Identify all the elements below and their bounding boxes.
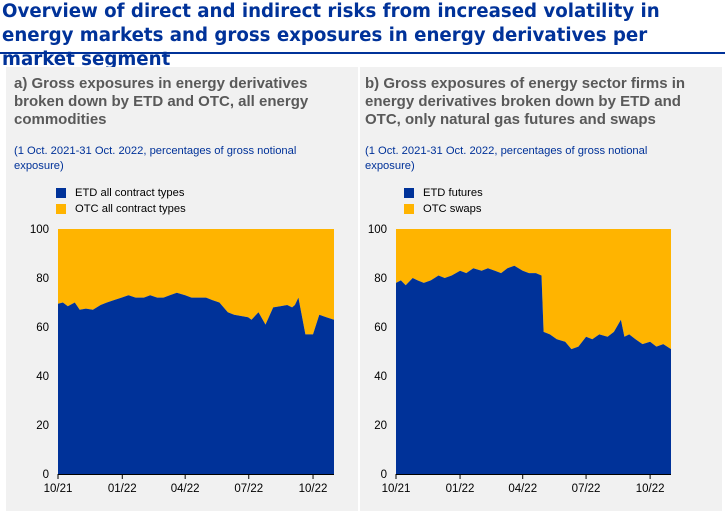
legend-swatch-etd bbox=[56, 188, 66, 198]
chart-a-ytick-label: 60 bbox=[36, 322, 49, 334]
chart-b-ytick-label: 20 bbox=[374, 420, 387, 432]
chart-b-xtick-label: 10/21 bbox=[382, 483, 411, 495]
legend-swatch-etd-futures bbox=[404, 188, 414, 198]
chart-b-subtitle: (1 Oct. 2021-31 Oct. 2022, percentages o… bbox=[365, 145, 648, 172]
page-title: Overview of direct and indirect risks fr… bbox=[2, 1, 660, 70]
legend-swatch-otc bbox=[56, 204, 66, 214]
chart-b-ytick-label: 0 bbox=[381, 469, 387, 481]
chart-a-ytick-label: 0 bbox=[43, 469, 49, 481]
chart-a-ytick-label: 100 bbox=[30, 224, 49, 236]
legend-label-otc: OTC all contract types bbox=[75, 203, 186, 215]
chart-a-ytick-label: 80 bbox=[36, 273, 49, 285]
chart-b-xtick-label: 07/22 bbox=[572, 483, 601, 495]
chart-a-plot: 0 20 40 60 80 100 10/21 01/22 04/22 07/22 10/22 bbox=[30, 224, 334, 495]
chart-b-xtick-label: 10/22 bbox=[636, 483, 665, 495]
chart-a-xtick-label: 01/22 bbox=[108, 483, 137, 495]
chart-a-legend: ETD all contract types OTC all contract … bbox=[56, 185, 186, 217]
legend-label-etd-futures: ETD futures bbox=[423, 187, 483, 199]
chart-a-xtick-label: 04/22 bbox=[171, 483, 200, 495]
chart-a-title: a) Gross exposures in energy derivatives… bbox=[14, 75, 309, 128]
chart-a-series-otc-area bbox=[58, 229, 334, 335]
chart-a-series-etd-area bbox=[58, 292, 334, 474]
chart-a-xtick-label: 10/22 bbox=[299, 483, 328, 495]
chart-b-series-etd-area bbox=[396, 265, 671, 474]
title-divider bbox=[0, 52, 725, 54]
legend-label-otc-swaps: OTC swaps bbox=[423, 203, 482, 215]
chart-b-ytick-label: 40 bbox=[374, 371, 387, 383]
chart-b-title: b) Gross exposures of energy sector firm… bbox=[365, 75, 686, 128]
chart-a-ytick-label: 20 bbox=[36, 420, 49, 432]
chart-a-ytick-label: 40 bbox=[36, 371, 49, 383]
chart-panel-b: b) Gross exposures of energy sector firm… bbox=[360, 67, 722, 511]
legend-item-otc-swaps: OTC swaps bbox=[404, 201, 483, 217]
chart-b-ytick-label: 60 bbox=[374, 322, 387, 334]
chart-a-xtick-label: 07/22 bbox=[234, 483, 263, 495]
legend-swatch-otc-swaps bbox=[404, 204, 414, 214]
chart-a-xtick-label: 10/21 bbox=[44, 483, 73, 495]
chart-b-ytick-label: 100 bbox=[368, 224, 387, 236]
chart-b-legend: ETD futures OTC swaps bbox=[404, 185, 483, 217]
chart-b-xtick-label: 01/22 bbox=[446, 483, 475, 495]
legend-item-etd-futures: ETD futures bbox=[404, 185, 483, 201]
legend-item-etd: ETD all contract types bbox=[56, 185, 186, 201]
chart-panel-a: a) Gross exposures in energy derivatives… bbox=[6, 67, 358, 511]
chart-a-subtitle: (1 Oct. 2021-31 Oct. 2022, percentages o… bbox=[14, 145, 297, 172]
chart-b-series-otc-area bbox=[396, 229, 671, 350]
legend-label-etd: ETD all contract types bbox=[75, 187, 185, 199]
chart-b-plot: 0 20 40 60 80 100 10/21 01/22 04/22 07/22 10/22 bbox=[368, 224, 671, 495]
chart-b-xtick-label: 04/22 bbox=[508, 483, 537, 495]
legend-item-otc: OTC all contract types bbox=[56, 201, 186, 217]
chart-b-ytick-label: 80 bbox=[374, 273, 387, 285]
